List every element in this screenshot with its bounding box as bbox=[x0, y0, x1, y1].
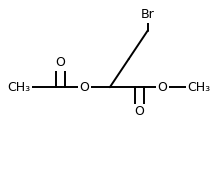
Text: O: O bbox=[56, 56, 65, 69]
Text: O: O bbox=[134, 105, 144, 119]
Text: O: O bbox=[80, 81, 90, 94]
Text: O: O bbox=[157, 81, 167, 94]
Text: CH₃: CH₃ bbox=[7, 81, 30, 94]
Text: CH₃: CH₃ bbox=[187, 81, 211, 94]
Text: Br: Br bbox=[141, 8, 154, 21]
